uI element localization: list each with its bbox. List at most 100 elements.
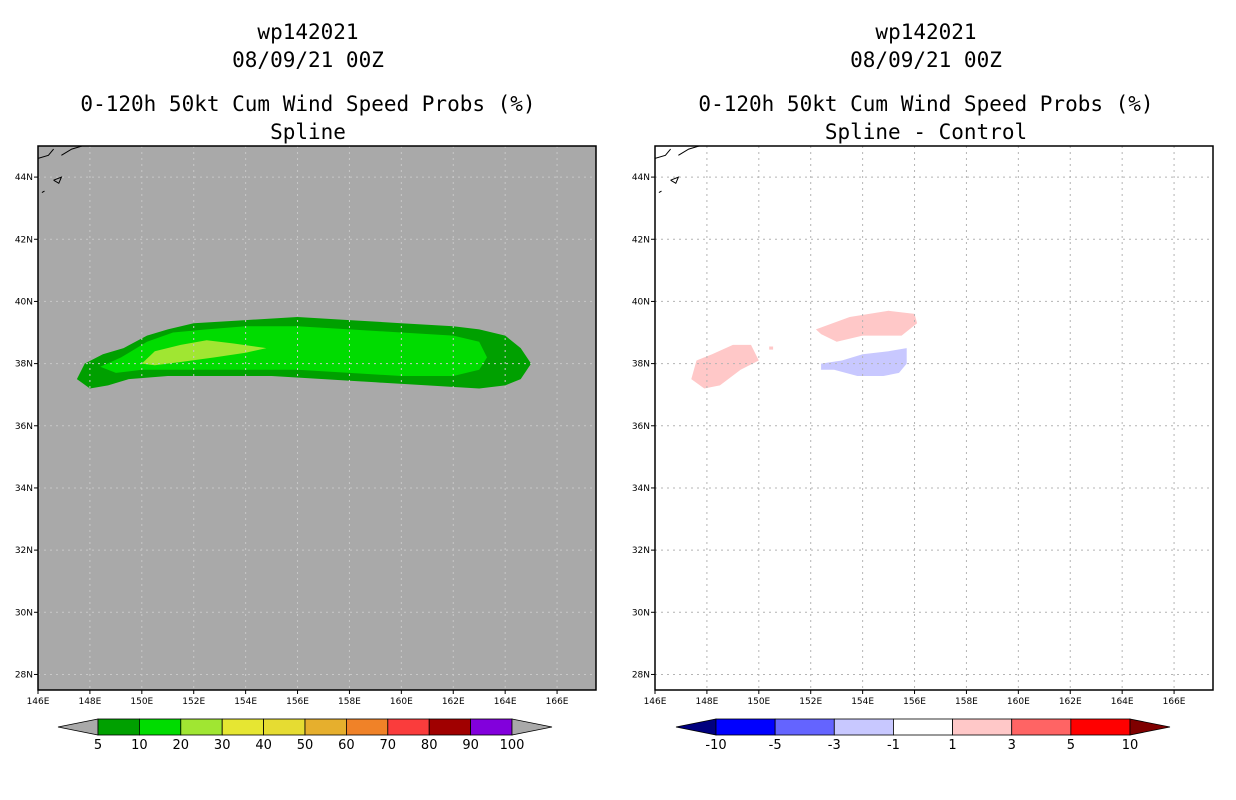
right-ytick-label-1: 30N bbox=[632, 608, 650, 618]
right-contour--3--1-3 bbox=[821, 348, 907, 376]
right-xtick-label-0: 146E bbox=[644, 697, 667, 707]
right-plot-frame bbox=[654, 145, 1214, 691]
left-colorbar-label-10: 100 bbox=[500, 738, 525, 753]
right-title-line-1: wp142021 bbox=[875, 20, 977, 44]
left-xtick-label-9: 164E bbox=[494, 697, 517, 707]
left-xtick-label-4: 154E bbox=[234, 697, 257, 707]
right-colorbar-box-3 bbox=[893, 718, 953, 736]
left-xtick-label-0: 146E bbox=[27, 697, 50, 707]
right-ytick-label-3: 34N bbox=[632, 484, 650, 494]
right-ytick-label-4: 36N bbox=[632, 422, 650, 432]
right-title-line-2: 08/09/21 00Z bbox=[850, 48, 1002, 72]
right-xtick-label-2: 150E bbox=[747, 697, 770, 707]
left-xtick-label-10: 166E bbox=[546, 697, 569, 707]
right-plot-area bbox=[655, 146, 1213, 690]
left-colorbar-box-2 bbox=[180, 718, 223, 736]
left-ytick-label-2: 32N bbox=[15, 546, 33, 556]
left-contour-20-30-2 bbox=[141, 340, 267, 366]
left-title-line-3: 0-120h 50kt Cum Wind Speed Probs (%) bbox=[80, 92, 536, 116]
left-colorbar-label-5: 50 bbox=[297, 738, 314, 753]
right-colorbar-label-5: 3 bbox=[1008, 738, 1016, 753]
left-colorbar-box-9 bbox=[470, 718, 513, 736]
left-colorbar-label-0: 5 bbox=[94, 738, 102, 753]
right-colorbar-label-0: -10 bbox=[705, 738, 726, 753]
right-colorbar-label-6: 5 bbox=[1067, 738, 1075, 753]
left-colorbar-box-3 bbox=[221, 718, 264, 736]
left-ytick-label-1: 30N bbox=[15, 608, 33, 618]
left-title-line-4: Spline bbox=[270, 120, 346, 144]
left-xtick-label-5: 156E bbox=[286, 697, 309, 707]
left-chart-title: wp142021 08/09/21 00Z 0-120h 50kt Cum Wi… bbox=[20, 18, 596, 146]
left-plot-area bbox=[38, 146, 596, 690]
right-xtick-label-9: 164E bbox=[1111, 697, 1134, 707]
right-ytick-label-8: 44N bbox=[632, 173, 650, 183]
left-ytick-label-4: 36N bbox=[15, 422, 33, 432]
right-xtick-label-6: 158E bbox=[955, 697, 978, 707]
right-xtick-label-4: 154E bbox=[851, 697, 874, 707]
left-colorbar-box-4 bbox=[263, 718, 306, 736]
left-coastline-3 bbox=[41, 190, 45, 194]
right-ytick-label-2: 32N bbox=[632, 546, 650, 556]
right-ytick-label-5: 38N bbox=[632, 360, 650, 370]
right-ytick-label-6: 40N bbox=[632, 297, 650, 307]
right-colorbar-label-4: 1 bbox=[948, 738, 956, 753]
right-contour-1-3-1 bbox=[769, 346, 774, 350]
right-title-line-3: 0-120h 50kt Cum Wind Speed Probs (%) bbox=[698, 92, 1154, 116]
right-colorbar-box-4 bbox=[952, 718, 1013, 736]
left-colorbar-box-8 bbox=[428, 718, 472, 736]
right-coastline-1 bbox=[678, 146, 707, 156]
left-xtick-label-2: 150E bbox=[130, 697, 153, 707]
right-chart: 146E 148E 150E 152E 154E 156E 158E 160E 162E 164E… bbox=[632, 145, 1214, 753]
left-colorbar: 5 10 20 30 40 50 60 70 80 90 100 bbox=[57, 718, 553, 753]
right-xtick-label-8: 162E bbox=[1059, 697, 1082, 707]
left-ytick-label-3: 34N bbox=[15, 484, 33, 494]
left-colorbar-box-0 bbox=[97, 718, 140, 736]
left-plot-frame bbox=[37, 145, 597, 691]
right-coastline-0 bbox=[655, 148, 671, 159]
left-coastline-1 bbox=[61, 146, 90, 156]
left-colorbar-box-5 bbox=[304, 718, 347, 736]
left-colorbar-low-triangle bbox=[57, 718, 99, 736]
left-colorbar-box-1 bbox=[138, 718, 182, 736]
left-coastline-0 bbox=[38, 148, 54, 159]
right-plot-background bbox=[655, 146, 1213, 690]
right-colorbar-box-5 bbox=[1011, 718, 1072, 736]
right-ytick-label-0: 28N bbox=[632, 670, 650, 680]
left-title-line-1: wp142021 bbox=[257, 20, 359, 44]
right-xtick-label-10: 166E bbox=[1163, 697, 1186, 707]
left-colorbar-box-6 bbox=[345, 718, 389, 736]
left-colorbar-label-1: 10 bbox=[131, 738, 148, 753]
left-xtick-label-6: 158E bbox=[338, 697, 361, 707]
right-colorbar-label-1: -5 bbox=[769, 738, 782, 753]
left-chart: 146E 148E 150E 152E 154E 156E 158E 160E 162E 164E… bbox=[15, 145, 597, 753]
left-colorbar-label-7: 70 bbox=[380, 738, 397, 753]
right-xtick-label-7: 160E bbox=[1007, 697, 1030, 707]
right-colorbar-box-1 bbox=[774, 718, 835, 736]
right-contour-1-3-2 bbox=[815, 310, 918, 342]
left-xtick-label-8: 162E bbox=[442, 697, 465, 707]
left-colorbar-label-6: 60 bbox=[338, 738, 355, 753]
left-colorbar-label-3: 30 bbox=[214, 738, 231, 753]
left-ytick-label-6: 40N bbox=[15, 297, 33, 307]
left-colorbar-high-triangle bbox=[511, 718, 553, 736]
right-chart-title: wp142021 08/09/21 00Z 0-120h 50kt Cum Wi… bbox=[638, 18, 1214, 146]
right-xtick-label-5: 156E bbox=[903, 697, 926, 707]
right-contour-1-3-0 bbox=[691, 344, 759, 389]
left-xtick-label-3: 152E bbox=[182, 697, 205, 707]
right-colorbar-box-2 bbox=[833, 718, 894, 736]
left-title-line-2: 08/09/21 00Z bbox=[232, 48, 384, 72]
left-ytick-label-0: 28N bbox=[15, 670, 33, 680]
right-xtick-label-1: 148E bbox=[695, 697, 718, 707]
left-xtick-label-7: 160E bbox=[390, 697, 413, 707]
left-ytick-label-7: 42N bbox=[15, 235, 33, 245]
left-xtick-label-1: 148E bbox=[78, 697, 101, 707]
left-colorbar-label-2: 20 bbox=[173, 738, 190, 753]
right-title-line-4: Spline - Control bbox=[824, 120, 1028, 144]
left-contour-10-20-1 bbox=[100, 326, 488, 376]
left-colorbar-label-9: 90 bbox=[462, 738, 479, 753]
left-colorbar-box-7 bbox=[387, 718, 430, 736]
right-colorbar-box-6 bbox=[1070, 718, 1131, 736]
right-colorbar-label-3: -1 bbox=[887, 738, 900, 753]
left-ytick-label-5: 38N bbox=[15, 360, 33, 370]
